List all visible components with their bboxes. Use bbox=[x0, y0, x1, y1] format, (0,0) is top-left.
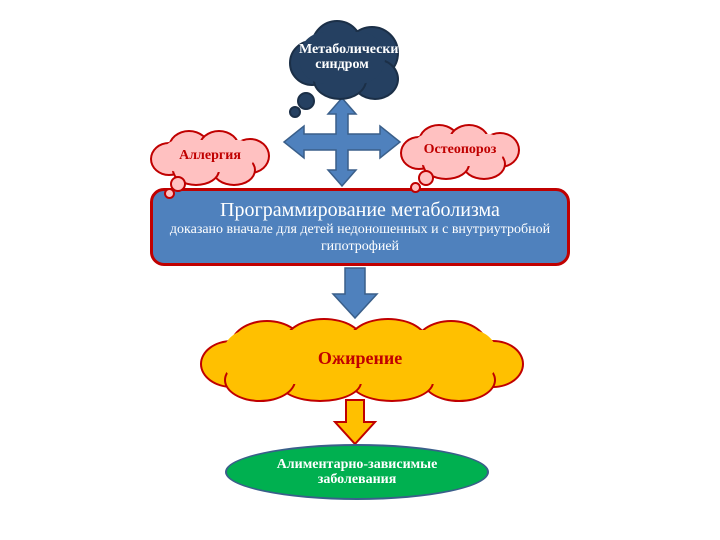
four-way-arrow-icon bbox=[284, 98, 400, 186]
down-arrow-icon bbox=[333, 268, 377, 318]
down-arrow-orange-icon bbox=[335, 400, 375, 444]
allergy-label: Аллергия bbox=[179, 148, 241, 164]
alimentary-diseases-ellipse: Алиментарно-зависимые заболевания bbox=[225, 444, 489, 500]
main-box-title: Программирование метаболизма bbox=[220, 199, 500, 222]
obesity-label: Ожирение bbox=[318, 348, 402, 369]
osteoporosis-cloud: Остеопороз bbox=[400, 124, 520, 176]
main-box-subtitle: доказано вначале для детей недоношенных … bbox=[165, 222, 555, 254]
alimentary-diseases-label: Алиментарно-зависимые заболевания bbox=[247, 457, 467, 488]
main-box: Программирование метаболизма доказано вн… bbox=[150, 188, 570, 266]
allergy-cloud: Аллергия bbox=[150, 130, 270, 182]
metabolic-syndrome-cloud: Метаболический синдром bbox=[283, 16, 401, 98]
obesity-cloud: Ожирение bbox=[200, 318, 520, 398]
diagram-stage: Программирование метаболизма доказано вн… bbox=[0, 0, 720, 540]
metabolic-syndrome-label: Метаболический синдром bbox=[299, 42, 385, 73]
osteoporosis-label: Остеопороз bbox=[424, 142, 497, 158]
